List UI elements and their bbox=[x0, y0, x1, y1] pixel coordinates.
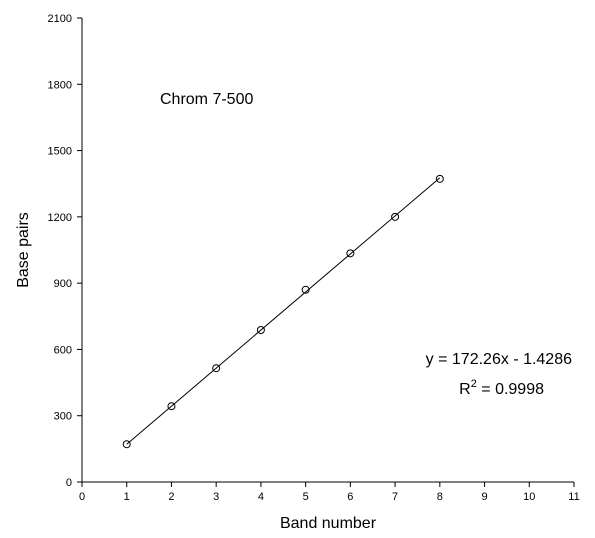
data-point bbox=[391, 212, 400, 221]
y-ticks: 0 300 600 900 1200 1500 1800 2100 bbox=[48, 13, 82, 489]
data-point bbox=[212, 364, 221, 373]
y-tick-label: 300 bbox=[54, 411, 72, 423]
x-tick-label: 3 bbox=[213, 491, 219, 503]
equation-label: y = 172.26x - 1.4286 bbox=[426, 351, 572, 368]
y-tick-label: 1500 bbox=[48, 146, 72, 158]
x-tick-label: 2 bbox=[168, 491, 174, 503]
data-point bbox=[122, 440, 131, 449]
y-tick-label: 1800 bbox=[48, 79, 72, 91]
r-squared-value: = 0.9998 bbox=[477, 381, 544, 398]
x-axis-title: Band number bbox=[280, 515, 377, 532]
chart-label: Chrom 7-500 bbox=[160, 91, 253, 108]
data-point bbox=[256, 325, 265, 334]
data-point bbox=[435, 174, 444, 183]
y-tick-label: 2100 bbox=[48, 13, 72, 25]
x-ticks: 0 1 2 3 4 5 6 7 8 9 10 11 bbox=[79, 482, 580, 503]
x-tick-label: 9 bbox=[481, 491, 487, 503]
y-tick-label: 0 bbox=[66, 477, 72, 489]
x-tick-label: 7 bbox=[392, 491, 398, 503]
x-tick-label: 0 bbox=[79, 491, 85, 503]
data-point bbox=[167, 402, 176, 411]
x-tick-label: 10 bbox=[523, 491, 535, 503]
trendline bbox=[126, 177, 441, 445]
data-points bbox=[122, 174, 444, 449]
x-tick-label: 4 bbox=[258, 491, 264, 503]
x-tick-label: 8 bbox=[437, 491, 443, 503]
y-axis-title: Base pairs bbox=[15, 212, 32, 288]
y-tick-label: 900 bbox=[54, 278, 72, 290]
data-point bbox=[301, 285, 310, 294]
x-tick-label: 11 bbox=[568, 491, 579, 503]
x-tick-label: 5 bbox=[303, 491, 309, 503]
r-squared-label: R2 = 0.9998 bbox=[459, 378, 544, 398]
y-tick-label: 600 bbox=[54, 344, 72, 356]
y-tick-label: 1200 bbox=[48, 212, 72, 224]
r-squared-superscript: 2 bbox=[471, 378, 477, 390]
plot-area: 0 1 2 3 4 5 6 7 8 9 10 11 0 300 600 900 1200 1500 1800 210… bbox=[48, 13, 580, 503]
x-tick-label: 6 bbox=[347, 491, 353, 503]
x-tick-label: 1 bbox=[124, 491, 130, 503]
data-point bbox=[346, 249, 355, 258]
r-squared-prefix: R bbox=[459, 381, 471, 398]
